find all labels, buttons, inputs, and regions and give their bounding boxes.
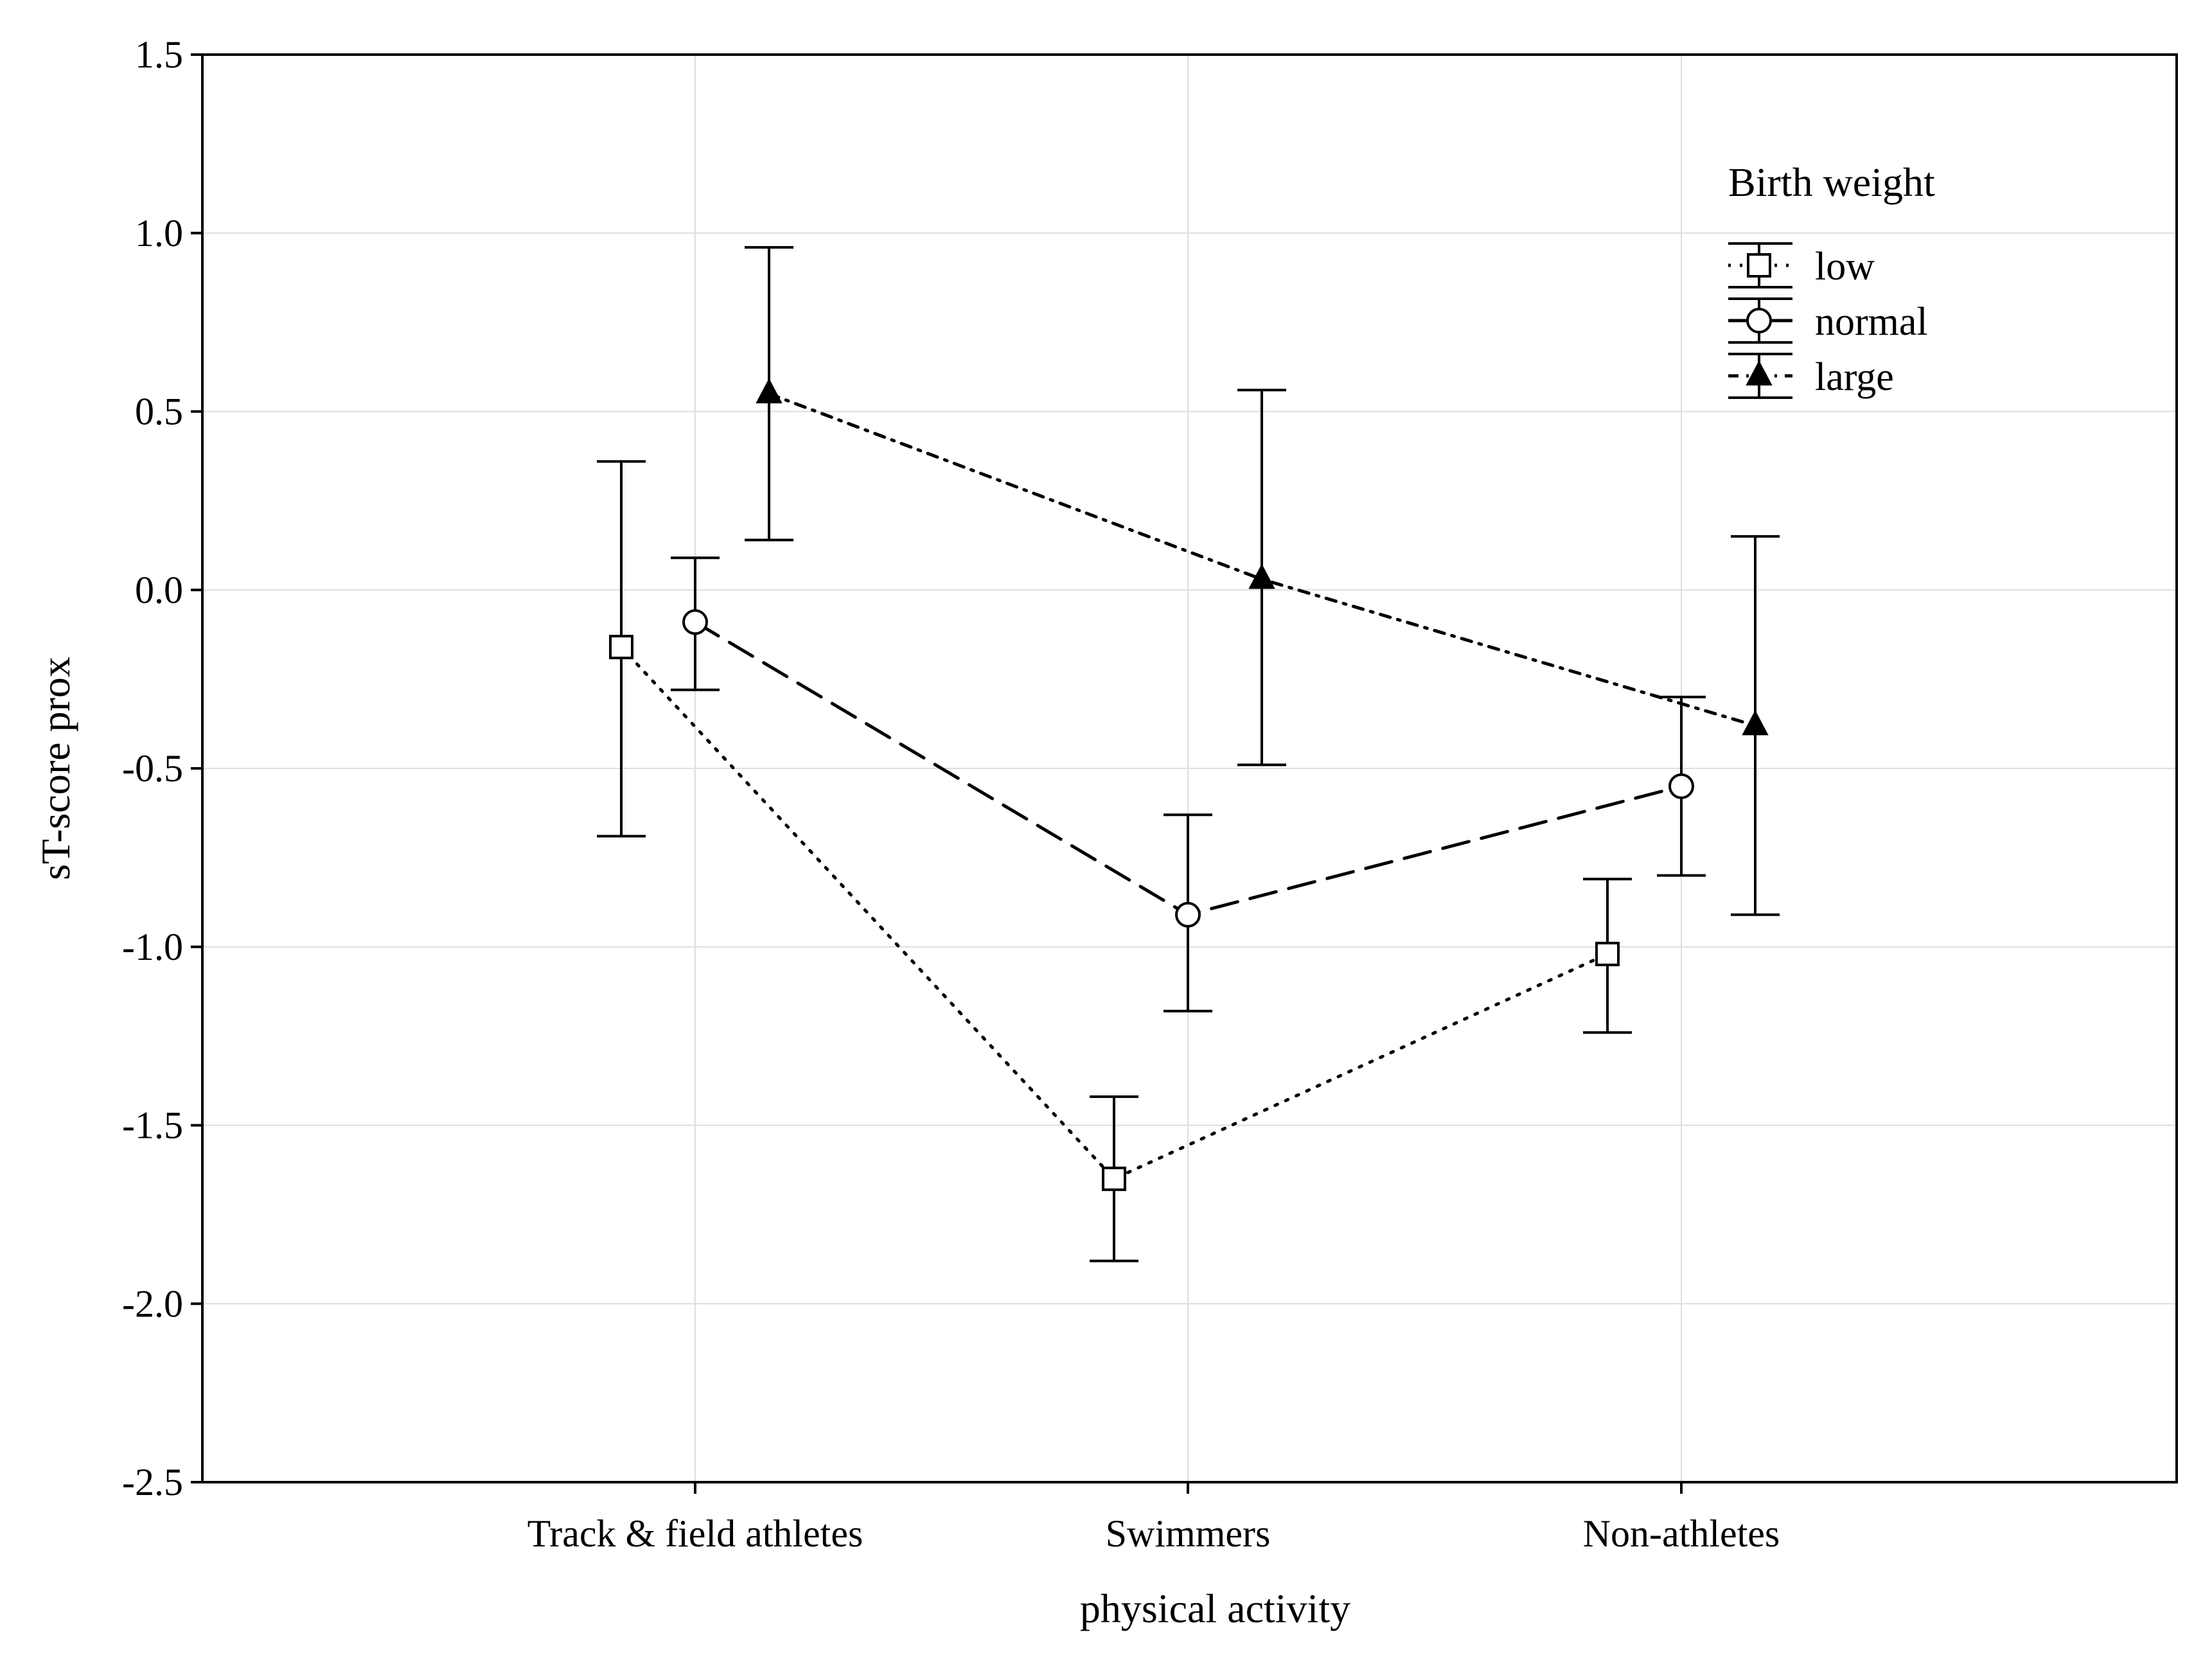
legend-marker [1746,360,1773,385]
legend-marker [1746,308,1772,333]
data-point [682,609,708,635]
legend: Birth weight low normal large [1728,159,1935,399]
y-tick-label: 0.0 [135,569,183,611]
data-point [1742,710,1769,736]
y-tick-label: -2.5 [122,1461,183,1503]
x-axis-title: physical activity [1080,1586,1350,1631]
legend-item-large: large [1728,353,1894,399]
data-point [1248,563,1275,589]
plot-frame [201,53,2178,1483]
legend-marker [1747,253,1771,278]
series-large [745,245,1780,916]
legend-label: large [1815,355,1894,399]
data-point [1668,773,1694,799]
legend-label: low [1815,245,1875,288]
legend-item-normal: normal [1728,297,1928,344]
data-point [1595,941,1620,966]
y-tick-label: 1.0 [135,212,183,254]
axis-layer: 1.5 1.0 0.5 0.0 -0.5 -1.0 -1.5 -2.0 -2.5 Track & … [122,33,2178,1555]
legend-title: Birth weight [1728,159,1935,205]
series-low [597,460,1632,1262]
y-tick-label: 0.5 [135,391,183,433]
y-tick-label: -1.0 [122,926,183,968]
y-tick-label: -0.5 [122,747,183,790]
y-tick-label: -1.5 [122,1104,183,1147]
x-tick-label: Track & field athletes [527,1512,863,1555]
y-tick-label: 1.5 [135,33,183,76]
legend-label: normal [1815,300,1928,344]
y-axis-title: sT-score prox [33,657,78,880]
x-tick-label: Non-athletes [1583,1512,1780,1555]
data-point [1102,1166,1126,1191]
legend-item-low: low [1728,242,1875,288]
series-normal [671,556,1706,1013]
data-point [1175,901,1201,928]
series-line-low [619,645,1609,1181]
series-layer [597,245,1780,1262]
grid-layer [202,55,2177,1482]
y-tick-label: -2.0 [122,1282,183,1325]
data-point [756,378,783,403]
data-point [609,635,633,660]
x-tick-label: Swimmers [1106,1512,1271,1555]
